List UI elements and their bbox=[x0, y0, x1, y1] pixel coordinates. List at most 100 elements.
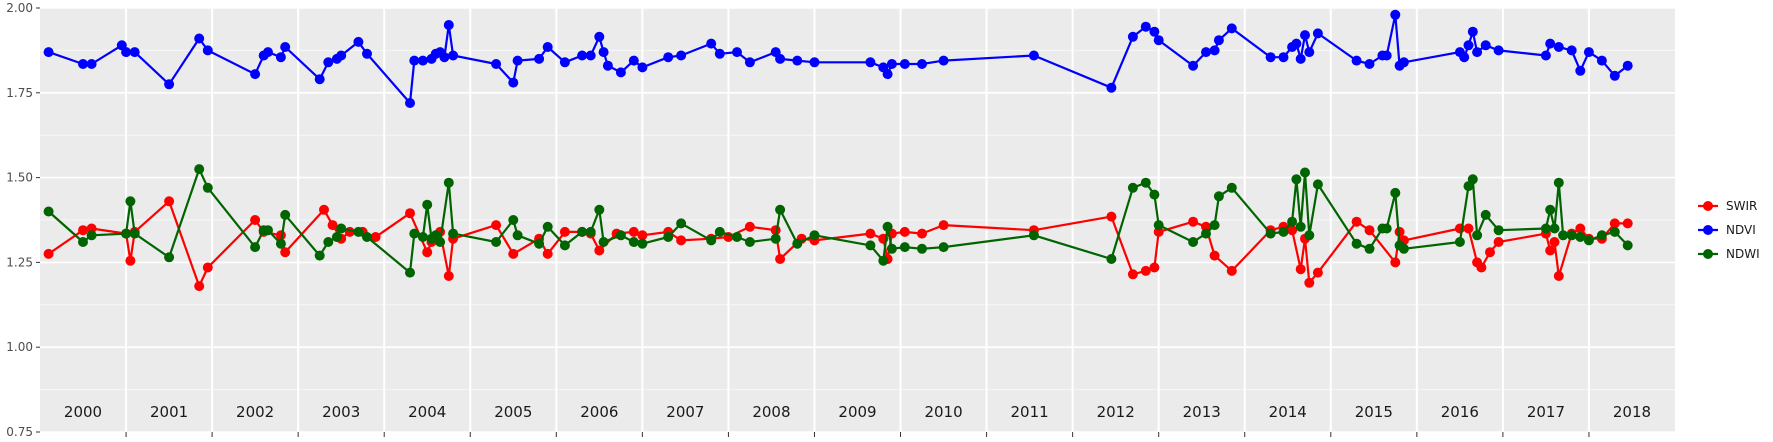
data-point bbox=[1278, 52, 1289, 63]
data-point bbox=[1106, 82, 1117, 93]
data-point bbox=[409, 55, 420, 66]
data-point bbox=[1596, 230, 1607, 241]
data-point bbox=[865, 57, 876, 68]
data-point bbox=[1398, 57, 1409, 68]
data-point bbox=[78, 237, 88, 247]
data-point bbox=[615, 67, 626, 78]
data-point bbox=[1188, 237, 1199, 247]
data-point bbox=[676, 235, 687, 246]
data-point bbox=[663, 52, 674, 63]
series-ndwi bbox=[43, 164, 1633, 278]
data-point bbox=[628, 237, 639, 247]
data-point bbox=[1278, 226, 1289, 237]
data-point bbox=[534, 238, 545, 249]
data-point bbox=[362, 232, 372, 242]
data-point bbox=[164, 79, 175, 90]
data-point bbox=[775, 204, 786, 215]
data-point bbox=[405, 208, 415, 219]
data-point bbox=[594, 31, 605, 42]
data-point bbox=[1459, 52, 1470, 63]
data-point bbox=[1209, 220, 1220, 231]
data-point bbox=[512, 230, 523, 241]
data-point bbox=[121, 228, 132, 239]
data-point bbox=[250, 69, 261, 80]
data-point bbox=[121, 47, 132, 58]
year-label: 2011 bbox=[1011, 403, 1049, 421]
data-point bbox=[732, 47, 742, 58]
y-tick-label: 1.25 bbox=[6, 255, 33, 269]
data-point bbox=[809, 230, 820, 241]
legend-marker bbox=[1703, 225, 1713, 235]
data-point bbox=[917, 59, 927, 69]
year-label: 2008 bbox=[752, 403, 790, 421]
data-point bbox=[744, 57, 755, 68]
data-point bbox=[43, 206, 54, 217]
data-point bbox=[899, 226, 910, 237]
year-label: 2000 bbox=[64, 403, 102, 421]
data-point bbox=[1226, 23, 1237, 34]
data-point bbox=[1493, 237, 1504, 247]
y-tick-label: 1.50 bbox=[6, 171, 33, 185]
data-point bbox=[409, 228, 420, 239]
data-point bbox=[448, 228, 459, 239]
data-point bbox=[1398, 243, 1409, 254]
data-point bbox=[422, 199, 433, 210]
data-point bbox=[491, 237, 502, 247]
data-point bbox=[1545, 38, 1556, 49]
data-point bbox=[938, 55, 949, 66]
data-point bbox=[125, 196, 136, 207]
data-point bbox=[202, 182, 213, 193]
data-point bbox=[129, 228, 140, 239]
data-point bbox=[1287, 216, 1298, 227]
data-point bbox=[577, 50, 588, 61]
data-point bbox=[1304, 230, 1315, 241]
data-point bbox=[370, 232, 381, 242]
data-point bbox=[1463, 40, 1474, 51]
data-point bbox=[637, 62, 648, 73]
data-point bbox=[1553, 177, 1564, 188]
data-point bbox=[1140, 177, 1151, 188]
data-point bbox=[491, 59, 502, 69]
data-point bbox=[1558, 230, 1569, 241]
data-point bbox=[1028, 50, 1039, 61]
data-point bbox=[1575, 223, 1586, 234]
data-point bbox=[637, 230, 648, 241]
data-point bbox=[1295, 221, 1306, 232]
year-label: 2005 bbox=[494, 403, 532, 421]
year-label: 2015 bbox=[1355, 403, 1393, 421]
data-point bbox=[676, 50, 687, 61]
data-point bbox=[1106, 254, 1117, 264]
data-point bbox=[1467, 174, 1478, 185]
data-point bbox=[336, 223, 347, 234]
legend-label: SWIR bbox=[1726, 199, 1757, 213]
year-label: 2004 bbox=[408, 403, 446, 421]
data-point bbox=[882, 221, 893, 232]
data-point bbox=[917, 228, 927, 239]
data-point bbox=[508, 77, 519, 88]
data-point bbox=[417, 55, 428, 66]
legend-item-ndwi: NDWI bbox=[1698, 247, 1760, 261]
data-point bbox=[628, 226, 639, 237]
year-label: 2003 bbox=[322, 403, 360, 421]
legend-item-swir: SWIR bbox=[1698, 199, 1757, 213]
data-point bbox=[1622, 240, 1633, 251]
data-point bbox=[1622, 60, 1633, 71]
data-point bbox=[1454, 237, 1465, 247]
y-tick-label: 0.75 bbox=[6, 425, 33, 439]
data-point bbox=[1390, 257, 1401, 268]
data-point bbox=[1351, 55, 1362, 66]
data-point bbox=[405, 98, 415, 108]
data-point bbox=[1213, 35, 1224, 46]
y-tick-label: 1.75 bbox=[6, 86, 33, 100]
data-point bbox=[164, 196, 175, 207]
data-point bbox=[1201, 47, 1211, 58]
data-point bbox=[938, 242, 949, 253]
data-point bbox=[1312, 267, 1323, 278]
data-point bbox=[1312, 179, 1323, 190]
data-point bbox=[1351, 238, 1362, 249]
data-point bbox=[1583, 47, 1594, 58]
data-point bbox=[542, 221, 553, 232]
data-point bbox=[1127, 182, 1138, 193]
data-point bbox=[594, 245, 605, 256]
data-point bbox=[714, 48, 725, 59]
